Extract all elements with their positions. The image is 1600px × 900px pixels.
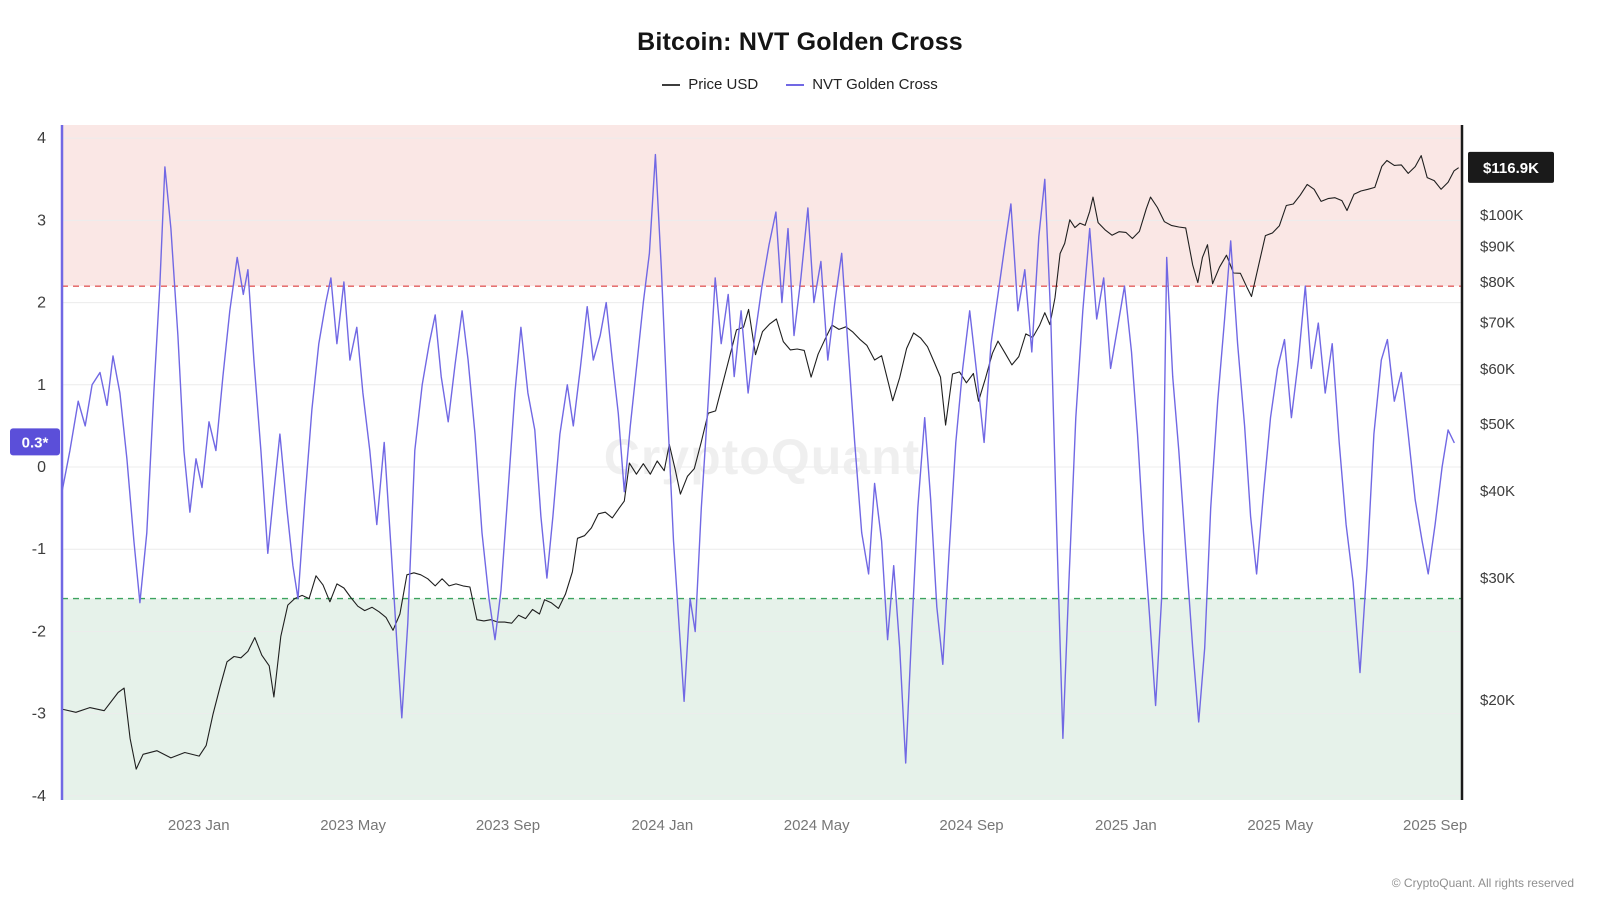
- left-axis-tick-label: -4: [32, 788, 46, 805]
- current-nvt-badge-label: 0.3*: [22, 434, 49, 451]
- x-axis-tick-label: 2023 Jan: [168, 817, 230, 834]
- x-axis-tick-label: 2024 May: [784, 817, 850, 834]
- overvalued-zone: [62, 125, 1462, 287]
- chart-title: Bitcoin: NVT Golden Cross: [637, 28, 963, 56]
- x-axis-tick-label: 2025 Jan: [1095, 817, 1157, 834]
- left-axis-tick-label: 4: [37, 130, 46, 147]
- x-axis-tick-label: 2023 Sep: [476, 817, 540, 834]
- x-axis-tick-label: 2024 Jan: [631, 817, 693, 834]
- right-axis-tick-label: $60K: [1480, 361, 1515, 378]
- x-axis-tick-label: 2023 May: [320, 817, 386, 834]
- legend-item-price-usd[interactable]: Price USD: [662, 76, 758, 93]
- left-axis-tick-label: 3: [37, 212, 46, 229]
- right-axis-tick-label: $100K: [1480, 207, 1523, 224]
- nvt-line-swatch: [786, 83, 805, 86]
- current-price-badge-label: $116.9K: [1483, 160, 1539, 177]
- left-axis-tick-label: 2: [37, 295, 46, 312]
- price-series-line: [61, 155, 1459, 770]
- legend: Price USD NVT Golden Cross: [0, 76, 1600, 93]
- x-axis-tick-label: 2025 May: [1247, 817, 1313, 834]
- right-axis-tick-label: $40K: [1480, 483, 1515, 500]
- x-axis-tick-label: 2025 Sep: [1403, 817, 1467, 834]
- x-axis-tick-label: 2024 Sep: [939, 817, 1003, 834]
- right-axis-tick-label: $90K: [1480, 239, 1515, 256]
- right-axis-tick-label: $20K: [1480, 692, 1515, 709]
- legend-label-nvt-golden-cross: NVT Golden Cross: [812, 76, 938, 93]
- right-axis-tick-label: $30K: [1480, 570, 1515, 587]
- right-axis-tick-label: $50K: [1480, 416, 1515, 433]
- legend-item-nvt-golden-cross[interactable]: NVT Golden Cross: [786, 76, 938, 93]
- left-axis-tick-label: 0: [37, 459, 46, 476]
- copyright-notice: © CryptoQuant. All rights reserved: [1391, 876, 1574, 890]
- nvt-series-line: [61, 153, 1455, 764]
- left-axis-tick-label: -3: [32, 706, 46, 723]
- left-axis-tick-label: -2: [32, 623, 46, 640]
- left-axis-tick-label: 1: [37, 377, 46, 394]
- current-nvt-badge: [10, 428, 60, 456]
- right-axis-tick-label: $70K: [1480, 314, 1515, 331]
- current-price-badge: [1468, 151, 1554, 183]
- undervalued-zone: [62, 598, 1462, 800]
- left-axis-tick-label: -1: [32, 541, 46, 558]
- price-line-swatch: [662, 83, 681, 86]
- right-axis-tick-label: $80K: [1480, 274, 1515, 291]
- legend-label-price-usd: Price USD: [688, 76, 759, 93]
